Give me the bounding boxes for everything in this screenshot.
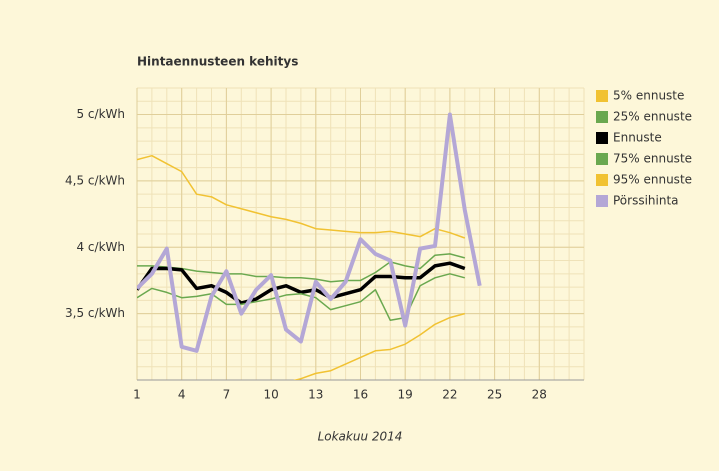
series-line [137,154,466,239]
x-axis-label: Lokakuu 2014 [318,430,403,444]
legend-swatch [596,132,608,144]
legend-label: 75% ennuste [613,152,692,166]
y-tick-label: 4,5 c/kWh [65,173,125,187]
legend-swatch [596,153,608,165]
y-tick-label: 4 c/kWh [76,240,125,254]
legend-label: 5% ennuste [613,89,684,103]
legend-swatch [596,174,608,186]
x-tick-label: 22 [442,388,457,402]
x-tick-label: 10 [263,388,278,402]
x-tick-label: 28 [532,388,547,402]
x-tick-label: 19 [398,388,413,402]
series-line [137,261,466,305]
x-tick-label: 7 [223,388,231,402]
legend-label: 25% ennuste [613,110,692,124]
legend-label: 95% ennuste [613,173,692,187]
x-tick-label: 4 [178,388,186,402]
x-tick-label: 16 [353,388,368,402]
legend-label: Pörssihinta [613,194,679,208]
x-tick-label: 25 [487,388,502,402]
legend-swatch [596,90,608,102]
y-tick-label: 5 c/kWh [76,107,125,121]
chart-title: Hintaennusteen kehitys [137,55,298,69]
legend-swatch [596,195,608,207]
x-tick-label: 1 [133,388,141,402]
series-line [137,112,482,353]
series-line [293,312,465,380]
series-line [137,253,465,283]
y-tick-label: 3,5 c/kWh [65,306,125,320]
legend-label: Ennuste [613,131,662,145]
legend-swatch [596,111,608,123]
x-tick-label: 13 [308,388,323,402]
